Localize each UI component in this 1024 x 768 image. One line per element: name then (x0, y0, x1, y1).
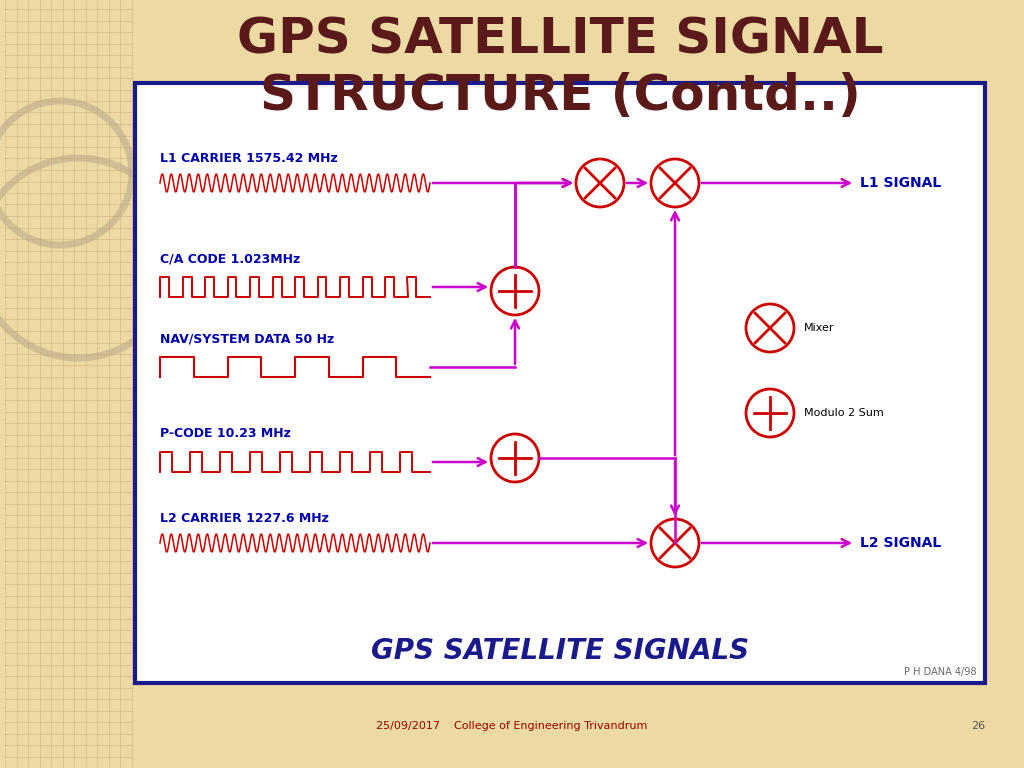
Text: P H DANA 4/98: P H DANA 4/98 (904, 667, 977, 677)
Text: C/A CODE 1.023MHz: C/A CODE 1.023MHz (160, 252, 300, 265)
Text: L2 CARRIER 1227.6 MHz: L2 CARRIER 1227.6 MHz (160, 512, 329, 525)
Text: L2 SIGNAL: L2 SIGNAL (860, 536, 941, 550)
Text: P-CODE 10.23 MHz: P-CODE 10.23 MHz (160, 427, 291, 440)
Text: Modulo 2 Sum: Modulo 2 Sum (804, 408, 884, 418)
Text: NAV/SYSTEM DATA 50 Hz: NAV/SYSTEM DATA 50 Hz (160, 332, 334, 345)
Text: 26: 26 (971, 721, 985, 731)
Text: STRUCTURE (Contd..): STRUCTURE (Contd..) (260, 72, 860, 120)
Text: L1 CARRIER 1575.42 MHz: L1 CARRIER 1575.42 MHz (160, 152, 338, 165)
FancyBboxPatch shape (135, 83, 985, 683)
Text: GPS SATELLITE SIGNALS: GPS SATELLITE SIGNALS (371, 637, 750, 665)
Text: 25/09/2017    College of Engineering Trivandrum: 25/09/2017 College of Engineering Trivan… (376, 721, 648, 731)
Text: GPS SATELLITE SIGNAL: GPS SATELLITE SIGNAL (237, 16, 884, 64)
Text: L1 SIGNAL: L1 SIGNAL (860, 176, 941, 190)
Text: Mixer: Mixer (804, 323, 835, 333)
